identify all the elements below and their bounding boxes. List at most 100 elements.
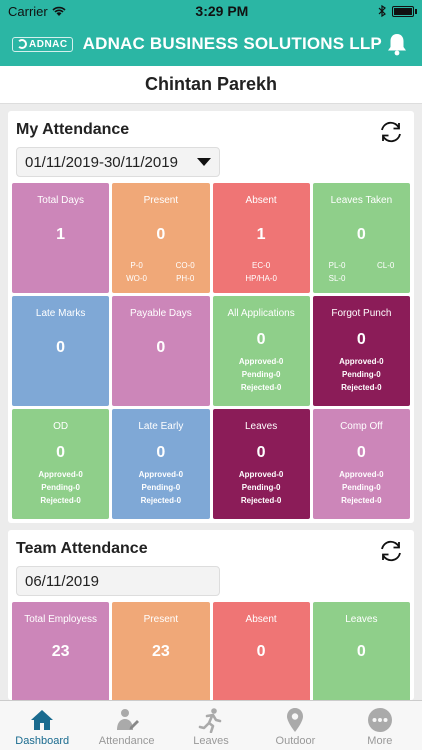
approved-count: Approved-0 bbox=[238, 357, 284, 366]
date-range-value: 01/11/2019-30/11/2019 bbox=[25, 153, 178, 171]
rejected-count: Rejected-0 bbox=[341, 383, 382, 392]
tile-value: 0 bbox=[156, 226, 166, 243]
tile-value: 0 bbox=[56, 444, 66, 461]
tile-value: 0 bbox=[356, 643, 366, 660]
tile-label: Late Marks bbox=[35, 308, 86, 319]
tile-leaves-taken[interactable]: Leaves Taken 0 PL-0 CL-0 SL-0 bbox=[312, 183, 410, 293]
team-attendance-title: Team Attendance bbox=[16, 540, 148, 557]
wifi-icon bbox=[52, 6, 66, 16]
notification-bell-icon[interactable] bbox=[386, 32, 408, 56]
user-name-bar: Chintan Parekh bbox=[0, 66, 422, 104]
team-attendance-card: Team Attendance 06/11/2019 Total Employe… bbox=[8, 530, 414, 700]
tab-attendance[interactable]: Attendance bbox=[84, 701, 168, 750]
attendance-tiles-grid: Total Days 1 Present 0 P-0 CO-0 WO-0 PH-… bbox=[12, 183, 410, 519]
bluetooth-icon bbox=[378, 5, 386, 17]
tile-value: 0 bbox=[56, 339, 66, 356]
tile-label: Comp Off bbox=[340, 421, 383, 432]
tile-breakdown: PL-0 CL-0 SL-0 bbox=[313, 261, 410, 283]
tile-od[interactable]: OD 0 Approved-0 Pending-0 Rejected-0 bbox=[12, 409, 110, 519]
rejected-count: Rejected-0 bbox=[240, 383, 282, 392]
tile-value: 0 bbox=[356, 331, 366, 348]
tile-late-early[interactable]: Late Early 0 Approved-0 Pending-0 Reject… bbox=[112, 409, 210, 519]
rejected-count: Rejected-0 bbox=[240, 496, 282, 505]
tile-label: Present bbox=[143, 614, 179, 625]
tile-total-days[interactable]: Total Days 1 bbox=[12, 183, 110, 293]
tile-all-applications[interactable]: All Applications 0 Approved-0 Pending-0 … bbox=[212, 296, 310, 406]
my-attendance-card: My Attendance 01/11/2019-30/11/2019 Tota… bbox=[8, 111, 414, 523]
tile-absent[interactable]: Absent 1 EC-0 HP/HA-0 bbox=[212, 183, 310, 293]
breakdown-item: CO-0 bbox=[175, 261, 195, 270]
carrier-label: Carrier bbox=[8, 3, 48, 19]
tile-payable-days[interactable]: Payable Days 0 bbox=[112, 296, 210, 406]
tile-team-absent[interactable]: Absent 0 bbox=[212, 602, 310, 700]
tile-value: 0 bbox=[356, 226, 366, 243]
pending-count: Pending-0 bbox=[342, 370, 381, 379]
tile-label: OD bbox=[53, 421, 69, 432]
refresh-icon[interactable] bbox=[378, 119, 404, 145]
breakdown-item: P-0 bbox=[130, 261, 143, 270]
tile-label: Absent bbox=[245, 195, 277, 206]
tile-breakdown: P-0 CO-0 WO-0 PH-0 bbox=[112, 261, 209, 283]
tile-value: 23 bbox=[51, 643, 70, 660]
tile-label: Total Employess bbox=[24, 614, 98, 625]
tile-breakdown: Approved-0 Pending-0 Rejected-0 bbox=[239, 470, 283, 505]
tile-breakdown: EC-0 HP/HA-0 bbox=[213, 261, 310, 283]
company-logo: ADNAC bbox=[12, 36, 73, 52]
tile-forgot-punch[interactable]: Forgot Punch 0 Approved-0 Pending-0 Reje… bbox=[312, 296, 410, 406]
breakdown-item: PL-0 bbox=[328, 261, 346, 270]
app-header: ADNAC ADNAC BUSINESS SOLUTIONS LLP bbox=[0, 22, 422, 66]
team-date-value: 06/11/2019 bbox=[25, 572, 99, 590]
tile-team-present[interactable]: Present 23 bbox=[112, 602, 210, 700]
tile-present[interactable]: Present 0 P-0 CO-0 WO-0 PH-0 bbox=[112, 183, 210, 293]
tile-breakdown: Approved-0 Pending-0 Rejected-0 bbox=[139, 470, 183, 505]
status-bar: Carrier 3:29 PM bbox=[0, 0, 422, 22]
breakdown-item: CL-0 bbox=[377, 261, 395, 270]
status-time: 3:29 PM bbox=[195, 3, 249, 19]
tab-more[interactable]: More bbox=[338, 701, 422, 750]
tile-value: 0 bbox=[156, 339, 166, 356]
team-tiles-grid: Total Employess 23 Present 23 Absent 0 L… bbox=[12, 602, 410, 700]
tile-label: Total Days bbox=[37, 195, 84, 206]
tile-value: 0 bbox=[256, 643, 266, 660]
tile-total-employees[interactable]: Total Employess 23 bbox=[12, 602, 110, 700]
pending-count: Pending-0 bbox=[241, 483, 281, 492]
breakdown-item: SL-0 bbox=[328, 274, 346, 283]
tile-label: Payable Days bbox=[130, 308, 192, 319]
tab-label: Leaves bbox=[193, 735, 229, 747]
tile-leaves[interactable]: Leaves 0 Approved-0 Pending-0 Rejected-0 bbox=[212, 409, 310, 519]
tile-late-marks[interactable]: Late Marks 0 bbox=[12, 296, 110, 406]
tile-breakdown: Approved-0 Pending-0 Rejected-0 bbox=[339, 470, 383, 505]
tile-value: 0 bbox=[256, 444, 266, 461]
user-name: Chintan Parekh bbox=[144, 74, 278, 94]
tab-leaves[interactable]: Leaves bbox=[169, 701, 253, 750]
date-range-select[interactable]: 01/11/2019-30/11/2019 bbox=[16, 147, 220, 177]
tile-label: Absent bbox=[245, 614, 277, 625]
tab-dashboard[interactable]: Dashboard bbox=[0, 701, 84, 750]
tab-outdoor[interactable]: Outdoor bbox=[253, 701, 337, 750]
refresh-icon[interactable] bbox=[378, 538, 404, 564]
tile-label: Present bbox=[143, 195, 179, 206]
approved-count: Approved-0 bbox=[339, 470, 384, 479]
tile-team-leaves[interactable]: Leaves 0 bbox=[312, 602, 410, 700]
tile-value: 23 bbox=[151, 643, 170, 660]
breakdown-item: WO-0 bbox=[126, 274, 147, 283]
tile-value: 0 bbox=[256, 331, 266, 348]
tab-label: Attendance bbox=[98, 735, 155, 747]
rejected-count: Rejected-0 bbox=[341, 496, 382, 505]
approved-count: Approved-0 bbox=[38, 470, 83, 479]
logo-mark-icon bbox=[17, 39, 27, 49]
chevron-down-icon bbox=[197, 158, 211, 166]
approved-count: Approved-0 bbox=[339, 357, 384, 366]
approved-count: Approved-0 bbox=[238, 470, 284, 479]
tile-comp-off[interactable]: Comp Off 0 Approved-0 Pending-0 Rejected… bbox=[312, 409, 410, 519]
running-icon bbox=[198, 708, 222, 733]
team-date-select[interactable]: 06/11/2019 bbox=[16, 566, 220, 596]
tab-label: Dashboard bbox=[15, 735, 70, 747]
tile-breakdown: Approved-0 Pending-0 Rejected-0 bbox=[38, 470, 82, 505]
rejected-count: Rejected-0 bbox=[140, 496, 182, 505]
breakdown-item: EC-0 bbox=[252, 261, 271, 270]
rejected-count: Rejected-0 bbox=[40, 496, 81, 505]
breakdown-item: HP/HA-0 bbox=[245, 274, 277, 283]
tile-value: 0 bbox=[356, 444, 366, 461]
bottom-tab-bar: Dashboard Attendance Leaves Outdoor More bbox=[0, 700, 422, 750]
